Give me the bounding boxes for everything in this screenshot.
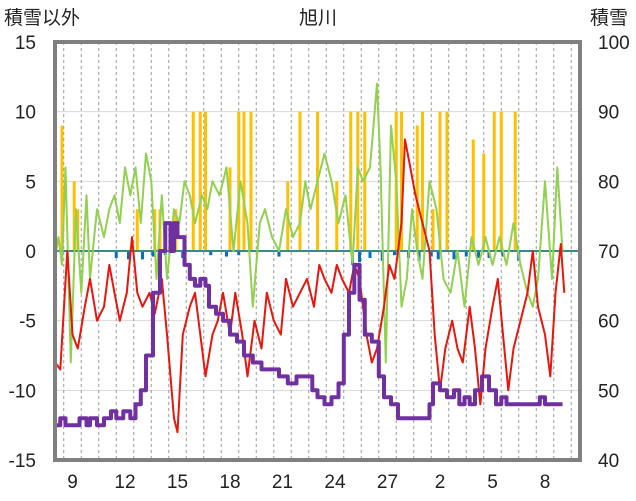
y-right-ticks: 100 90 80 70 60 50 40 (598, 33, 630, 472)
y-left-tick-label: 15 (15, 33, 36, 54)
y-left-tick-label: 5 (25, 172, 36, 193)
x-tick-label: 15 (167, 472, 188, 493)
y-right-tick-label: 70 (598, 242, 619, 263)
orange-bar (204, 111, 207, 252)
line-layer (54, 82, 566, 434)
x-tick-label: 24 (324, 472, 346, 493)
blue-bar (114, 251, 118, 258)
green-series-line (54, 82, 564, 364)
orange-bar (237, 111, 241, 252)
orange-bar (499, 111, 503, 252)
blue-bar (358, 251, 361, 263)
orange-bar (513, 111, 517, 252)
y-left-axis-label: 積雪以外 (4, 7, 80, 29)
blue-bar (277, 251, 281, 257)
blue-bar (452, 251, 456, 260)
x-tick-label: 21 (272, 472, 293, 493)
y-right-tick-label: 40 (598, 451, 619, 472)
blue-bar (464, 251, 468, 257)
orange-bar (482, 153, 486, 251)
y-left-tick-label: 0 (25, 242, 36, 263)
orange-bar (400, 111, 403, 252)
orange-bar (349, 111, 353, 252)
y-left-ticks: 15 10 5 0 -5 -10 -15 (9, 33, 36, 472)
blue-bar (127, 251, 130, 260)
orange-bar (363, 111, 367, 252)
x-tick-label: 18 (219, 472, 240, 493)
x-tick-label: 9 (67, 472, 78, 493)
y-left-tick-label: -10 (9, 381, 36, 402)
blue-bar (209, 251, 213, 256)
y-right-tick-label: 50 (598, 381, 619, 402)
x-tick-label: 8 (540, 472, 551, 493)
orange-bar (60, 125, 64, 251)
orange-bar (298, 111, 302, 252)
y-right-tick-label: 80 (598, 172, 619, 193)
x-ticks: 9 12 15 18 21 24 27 2 5 8 (67, 472, 550, 493)
orange-bar (431, 209, 435, 251)
orange-bar (72, 181, 76, 251)
blue-bar (429, 251, 433, 257)
orange-bar (249, 111, 253, 252)
orange-bar (438, 111, 442, 252)
x-tick-label: 2 (435, 472, 446, 493)
y-right-axis-label: 積雪 (590, 7, 628, 29)
orange-bar (242, 111, 246, 252)
blue-bar (151, 251, 155, 257)
chart-title: 旭川 (299, 7, 337, 29)
orange-bar (471, 139, 475, 251)
y-right-tick-label: 100 (598, 33, 630, 54)
purple-series-line (55, 221, 563, 428)
blue-bar (237, 251, 241, 256)
orange-bar (421, 111, 424, 252)
y-left-tick-label: -5 (19, 312, 36, 333)
blue-bar (225, 251, 228, 257)
blue-bar (436, 251, 440, 260)
orange-bar (135, 209, 139, 251)
blue-bar (141, 251, 144, 260)
plot-frame (53, 40, 582, 462)
x-tick-label: 27 (377, 472, 398, 493)
y-left-tick-label: 10 (15, 103, 36, 124)
x-tick-label: 12 (114, 472, 135, 493)
y-left-tick-label: -15 (9, 451, 36, 472)
orange-bar (415, 125, 419, 251)
y-right-tick-label: 90 (598, 103, 619, 124)
x-tick-label: 5 (487, 472, 498, 493)
orange-bar (445, 111, 449, 252)
blue-bar (477, 251, 480, 258)
orange-bar (198, 111, 202, 252)
blue-bar (393, 251, 396, 256)
orange-bar (492, 111, 496, 252)
orange-bar (191, 111, 195, 252)
y-right-tick-label: 60 (598, 312, 619, 333)
blue-bar (368, 251, 372, 258)
